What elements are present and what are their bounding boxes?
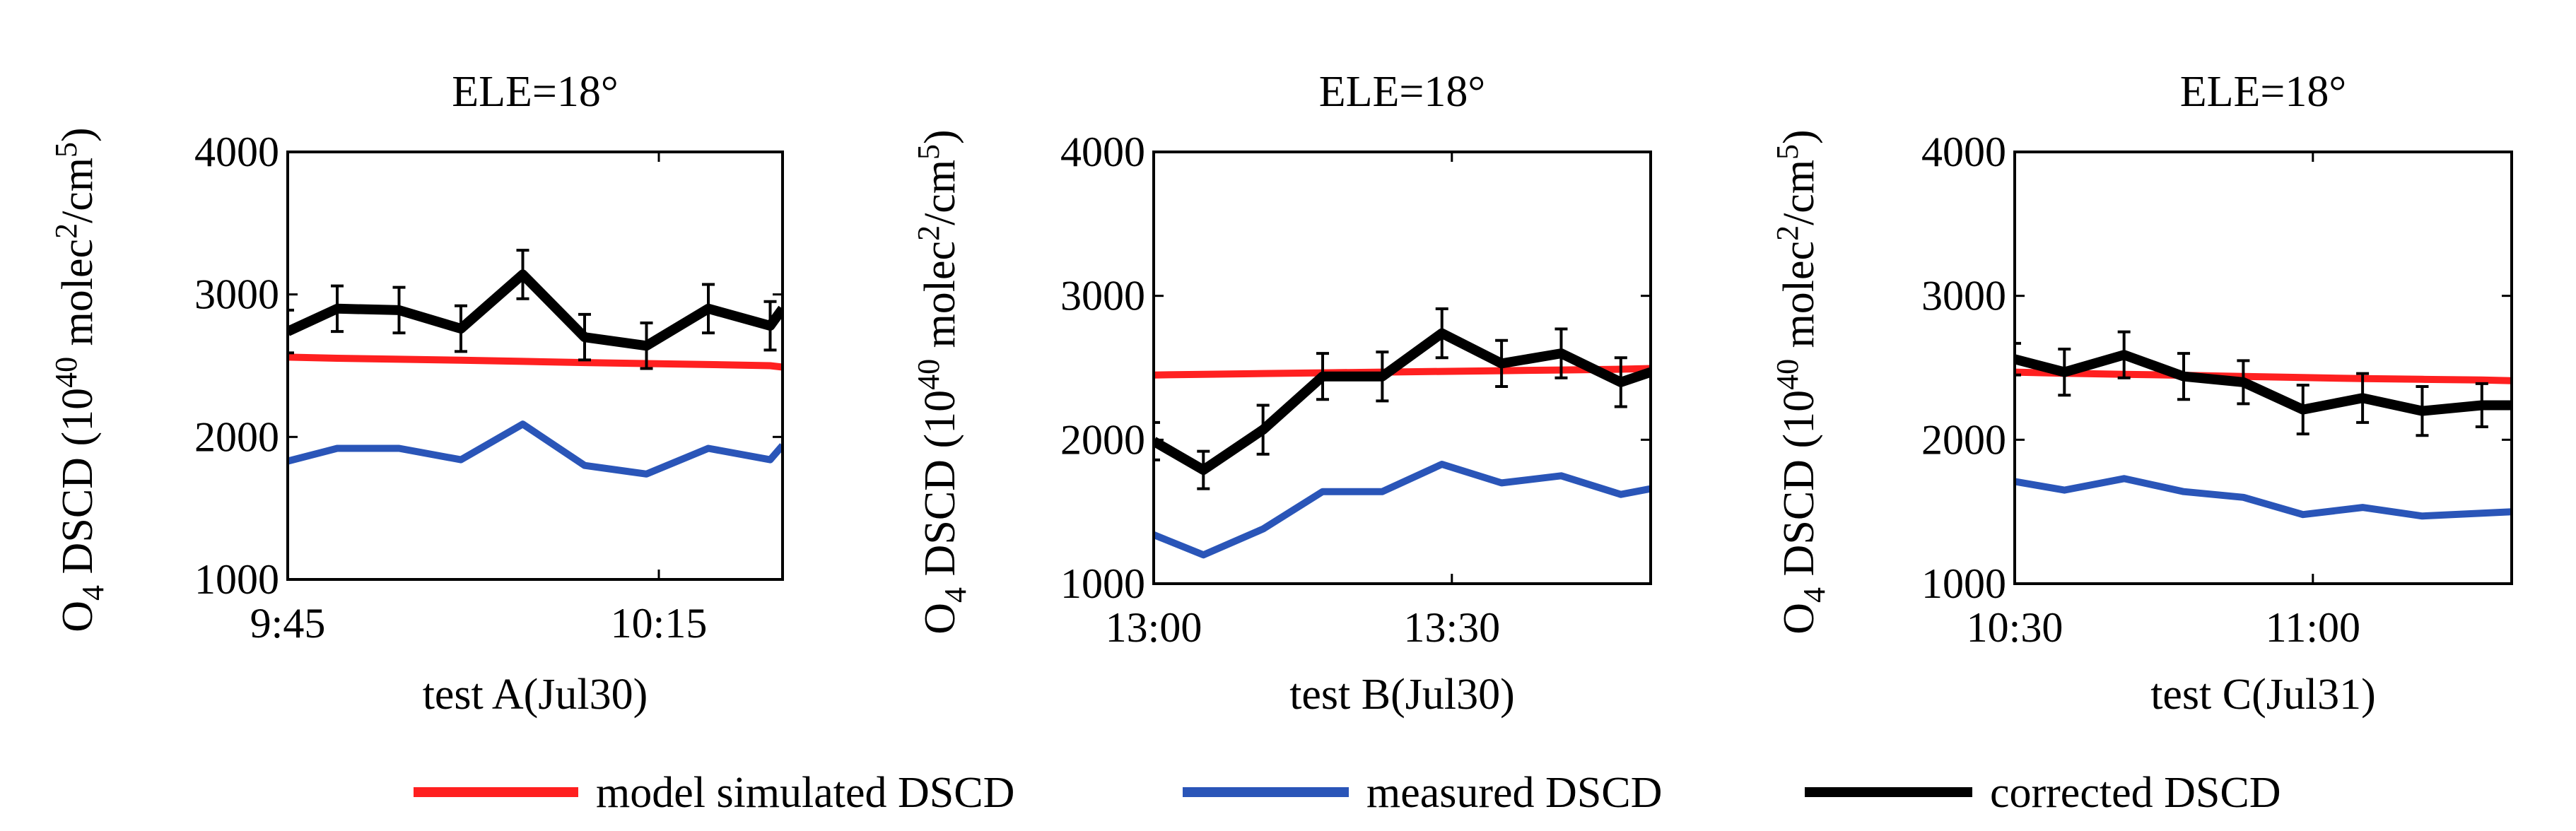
- plot-frame: [286, 151, 784, 581]
- x-tick-label: 10:30: [1967, 604, 2063, 651]
- series-group: [2015, 330, 2512, 520]
- plot-frame: [1152, 151, 1652, 585]
- legend-label: model simulated DSCD: [596, 769, 1014, 817]
- y-tick-label: 3000: [1060, 273, 1145, 319]
- chart-title: ELE=18°: [1319, 68, 1485, 116]
- y-tick-label: 4000: [1921, 129, 2006, 175]
- y-axis-label: O4 DSCD (1040 molec2/cm5): [49, 127, 110, 632]
- error-bar: [2117, 330, 2131, 379]
- series-line-corrected: [1154, 328, 1651, 476]
- series-line-measured: [1154, 461, 1651, 559]
- error-bar: [455, 304, 467, 353]
- error-bar: [1256, 403, 1270, 456]
- error-bar: [392, 285, 406, 335]
- error-bar: [1316, 352, 1330, 401]
- error-bar: [1376, 350, 1389, 403]
- x-tick-label: 13:00: [1106, 604, 1202, 651]
- chart-panel: 1000 2000 3000 4000 9:45 10:15 ELE=18° test A(J…: [49, 68, 784, 719]
- chart-title: ELE=18°: [452, 68, 618, 116]
- plot-frame: [2013, 151, 2513, 585]
- series-line-model: [288, 353, 783, 371]
- x-tick-label: 9:45: [250, 600, 326, 647]
- error-bar: [1495, 338, 1509, 388]
- x-tick-label: 13:30: [1403, 604, 1500, 651]
- x-axis-label: test A(Jul30): [423, 671, 648, 719]
- chart-title: ELE=18°: [2180, 68, 2346, 116]
- error-bar: [288, 308, 294, 355]
- y-axis-label: O4 DSCD (1040 molec2/cm5): [1770, 129, 1832, 634]
- error-bar: [763, 300, 777, 352]
- series-line-model: [1154, 365, 1651, 379]
- error-bar: [1614, 356, 1627, 408]
- y-tick-label: 1000: [1060, 560, 1145, 607]
- chart-panel: 1000 2000 3000 4000 10:30 11:00 ELE=18° test C(…: [1770, 68, 2513, 719]
- error-bar: [640, 322, 653, 370]
- y-tick-label: 3000: [194, 271, 279, 318]
- series-group: [1154, 307, 1651, 559]
- y-tick-label: 1000: [1921, 560, 2006, 607]
- series-line-measured: [288, 420, 783, 478]
- error-bar: [2416, 384, 2429, 437]
- error-bar: [1435, 307, 1448, 360]
- legend-item: model simulated DSCD: [414, 769, 1014, 817]
- series-line-corrected: [288, 269, 783, 351]
- y-axis-label: O4 DSCD (1040 molec2/cm5): [911, 129, 973, 634]
- legend-item: measured DSCD: [1183, 769, 1662, 817]
- error-bar: [1154, 420, 1160, 461]
- x-axis-label: test C(Jul31): [2150, 671, 2376, 719]
- series-group: [288, 249, 783, 478]
- series-line-measured: [2015, 475, 2512, 520]
- error-bar: [2296, 383, 2309, 436]
- error-bar: [2356, 372, 2370, 424]
- series-line-model: [2015, 368, 2512, 384]
- chart-panels: 1000 2000 3000 4000 9:45 10:15 ELE=18° test A(J…: [49, 68, 2513, 719]
- y-tick-label: 4000: [1060, 129, 1145, 175]
- y-tick-label: 3000: [1921, 273, 2006, 319]
- y-tick-label: 2000: [1921, 416, 2006, 463]
- error-bar: [516, 249, 529, 300]
- x-tick-label: 11:00: [2266, 604, 2360, 651]
- x-tick-label: 10:15: [611, 600, 708, 647]
- series-line-corrected: [2015, 350, 2512, 416]
- legend-label: measured DSCD: [1366, 769, 1662, 817]
- error-bar: [2475, 382, 2488, 429]
- error-bar: [331, 284, 344, 334]
- error-bar: [1197, 449, 1210, 490]
- x-axis-label: test B(Jul30): [1289, 671, 1515, 719]
- y-tick-label: 2000: [1060, 416, 1145, 463]
- error-bar: [2177, 352, 2191, 401]
- legend: model simulated DSCD measured DSCD correct…: [414, 769, 2281, 817]
- error-bar: [702, 283, 715, 335]
- y-tick-label: 2000: [194, 413, 279, 460]
- legend-label: corrected DSCD: [1990, 769, 2281, 817]
- error-bar: [578, 312, 591, 362]
- y-tick-label: 1000: [194, 556, 279, 603]
- error-bar: [2237, 359, 2250, 406]
- chart-panel: 1000 2000 3000 4000 13:00 13:30 ELE=18° test B(…: [911, 68, 1652, 719]
- y-tick-label: 4000: [194, 129, 279, 175]
- legend-item: corrected DSCD: [1805, 769, 2281, 817]
- error-bar: [2015, 341, 2021, 377]
- error-bar: [2058, 348, 2071, 397]
- error-bar: [1555, 327, 1568, 379]
